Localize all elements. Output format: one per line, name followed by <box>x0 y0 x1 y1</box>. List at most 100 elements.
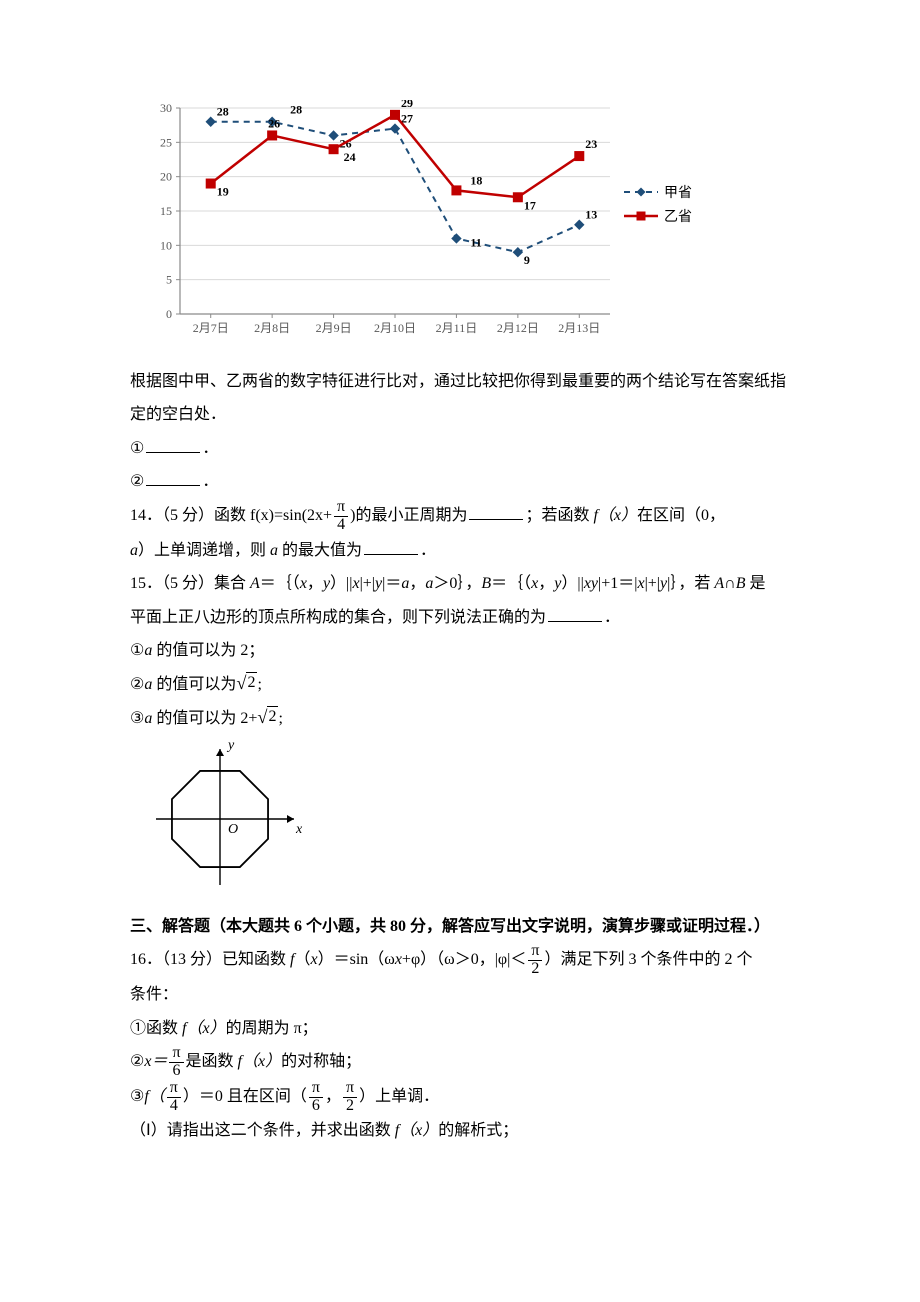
svg-text:5: 5 <box>166 273 172 287</box>
q15-opt1: ①a 的值可以为 2； <box>130 634 790 668</box>
set-A: A <box>250 575 260 592</box>
f-of-x: f（x） <box>395 1122 439 1139</box>
set-B: B <box>481 575 491 592</box>
svg-text:26: 26 <box>268 116 280 130</box>
q14-fx: f(x)=sin(2x+ <box>250 507 332 524</box>
q14-line2: a）上单调递增，则 a 的最大值为． <box>130 534 790 568</box>
frac-num: π <box>167 1080 181 1097</box>
svg-text:0: 0 <box>166 307 172 321</box>
q16-cond3: ③f（π4）＝0 且在区间（π6，π2）上单调． <box>130 1080 790 1115</box>
frac-den: 6 <box>169 1062 183 1080</box>
answer-blank[interactable] <box>548 605 602 622</box>
q16-cond2: ②x＝π6是函数 f（x）的对称轴； <box>130 1045 790 1080</box>
f-def: f <box>290 951 294 968</box>
svg-text:y: y <box>226 741 235 753</box>
text: 的最大值为 <box>278 542 362 559</box>
fraction-pi-2: π2 <box>528 943 542 978</box>
q15-opt3: ③a 的值可以为 2+√2; <box>130 702 790 736</box>
q13-blank-2: ②． <box>130 465 790 499</box>
q15-octagon-figure: Oxy <box>150 741 790 904</box>
answer-blank[interactable] <box>364 538 418 555</box>
frac-den: 2 <box>343 1097 357 1115</box>
svg-text:2月11日: 2月11日 <box>436 321 478 335</box>
sqrt-2: √2 <box>236 672 257 692</box>
frac-num: π <box>528 943 542 960</box>
var-a: a <box>130 542 138 559</box>
text: 的周期为 π； <box>226 1020 318 1037</box>
frac-num: π <box>343 1080 357 1097</box>
svg-text:x: x <box>295 822 303 837</box>
text: 在区间（0， <box>637 507 725 524</box>
text: ；若函数 <box>525 507 589 524</box>
svg-text:28: 28 <box>217 105 229 119</box>
f-of-x: f（x） <box>238 1053 282 1070</box>
circled-1: ①函数 <box>130 1020 182 1037</box>
frac-den: 6 <box>309 1097 323 1115</box>
q16-cond1: ①函数 f（x）的周期为 π； <box>130 1012 790 1046</box>
q13-desc: 根据图中甲、乙两省的数字特征进行比对，通过比较把你得到最重要的两个结论写在答案纸… <box>130 365 790 432</box>
circled-1: ① <box>130 642 144 659</box>
section-3-heading: 三、解答题（本大题共 6 个小题，共 80 分，解答应写出文字说明，演算步骤或证… <box>130 910 790 944</box>
answer-blank[interactable] <box>146 436 200 453</box>
line-chart-svg: 0510152025302月7日2月8日2月9日2月10日2月11日2月12日2… <box>138 100 698 340</box>
q13-blank-1: ①． <box>130 432 790 466</box>
text: 16．（13 分）已知函数 <box>130 951 290 968</box>
sqrt-2: √2 <box>257 706 278 726</box>
svg-text:20: 20 <box>160 170 172 184</box>
f-open: f（ <box>144 1088 164 1105</box>
svg-text:23: 23 <box>585 137 597 151</box>
circled-1: ① <box>130 440 144 457</box>
text: 的值可以为 2； <box>152 642 264 659</box>
svg-text:2月8日: 2月8日 <box>254 321 290 335</box>
q14-line1: 14．（5 分）函数 f(x)=sin(2x+π4)的最小正周期为；若函数 f（… <box>130 499 790 534</box>
circled-2: ② <box>130 676 144 693</box>
svg-text:30: 30 <box>160 101 172 115</box>
frac-den: 4 <box>334 516 348 534</box>
svg-text:29: 29 <box>401 100 413 110</box>
svg-text:乙省: 乙省 <box>664 209 692 225</box>
svg-text:甲省: 甲省 <box>664 185 692 201</box>
x-eq: x＝ <box>144 1053 167 1070</box>
text: 平面上正八边形的顶点所构成的集合，则下列说法正确的为 <box>130 609 546 626</box>
q16-part1: （Ⅰ）请指出这二个条件，并求出函数 f（x）的解析式； <box>130 1114 790 1148</box>
octagon-svg: Oxy <box>150 741 305 891</box>
q16-line2: 条件： <box>130 978 790 1012</box>
svg-text:18: 18 <box>470 173 482 187</box>
q13-chart: 0510152025302月7日2月8日2月9日2月10日2月11日2月12日2… <box>138 100 790 353</box>
svg-text:15: 15 <box>160 204 172 218</box>
text: 是 <box>745 575 765 592</box>
circled-2: ② <box>130 1053 144 1070</box>
svg-text:2月9日: 2月9日 <box>316 321 352 335</box>
var-a: a <box>270 542 278 559</box>
frac-den: 4 <box>167 1097 181 1115</box>
text: （Ⅰ）请指出这二个条件，并求出函数 <box>130 1122 395 1139</box>
text: 的值可以为 <box>152 676 236 693</box>
svg-text:28: 28 <box>290 103 302 117</box>
frac-num: π <box>334 499 348 516</box>
semicolon: ; <box>278 710 282 727</box>
fraction-pi-6: π6 <box>309 1080 323 1115</box>
answer-blank[interactable] <box>469 503 523 520</box>
q14-prefix: 14．（5 分）函数 <box>130 507 246 524</box>
svg-text:2月12日: 2月12日 <box>497 321 539 335</box>
svg-text:17: 17 <box>524 198 536 212</box>
period: ． <box>202 473 218 490</box>
period: ． <box>420 542 436 559</box>
text: 的值可以为 2+ <box>152 710 257 727</box>
answer-blank[interactable] <box>146 469 200 486</box>
circled-3: ③ <box>130 710 144 727</box>
f-of-x: f（x） <box>182 1020 226 1037</box>
svg-text:9: 9 <box>524 253 530 267</box>
circled-2: ② <box>130 473 144 490</box>
svg-text:25: 25 <box>160 135 172 149</box>
frac-den: 2 <box>528 960 542 978</box>
svg-text:13: 13 <box>585 208 597 222</box>
text: 的最小正周期为 <box>355 507 467 524</box>
comma: ， <box>325 1088 341 1105</box>
svg-text:10: 10 <box>160 238 172 252</box>
semicolon: ; <box>257 676 261 693</box>
svg-text:2月10日: 2月10日 <box>374 321 416 335</box>
svg-text:19: 19 <box>217 185 229 199</box>
frac-num: π <box>309 1080 323 1097</box>
frac-num: π <box>169 1045 183 1062</box>
